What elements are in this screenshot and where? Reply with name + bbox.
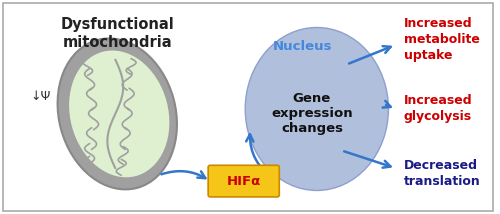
Text: Nucleus: Nucleus bbox=[272, 40, 332, 53]
Ellipse shape bbox=[245, 27, 388, 190]
FancyBboxPatch shape bbox=[2, 3, 492, 211]
FancyBboxPatch shape bbox=[208, 165, 280, 197]
Text: Increased
glycolysis: Increased glycolysis bbox=[404, 94, 472, 123]
Ellipse shape bbox=[69, 51, 170, 177]
Text: Gene
expression
changes: Gene expression changes bbox=[271, 92, 352, 135]
Text: ↓Ψ: ↓Ψ bbox=[30, 90, 50, 103]
Text: HIFα: HIFα bbox=[226, 175, 261, 188]
Text: Increased
metabolite
uptake: Increased metabolite uptake bbox=[404, 17, 479, 62]
Text: Decreased
translation: Decreased translation bbox=[404, 159, 480, 188]
Text: Dysfunctional
mitochondria: Dysfunctional mitochondria bbox=[60, 17, 174, 49]
Ellipse shape bbox=[58, 39, 177, 189]
